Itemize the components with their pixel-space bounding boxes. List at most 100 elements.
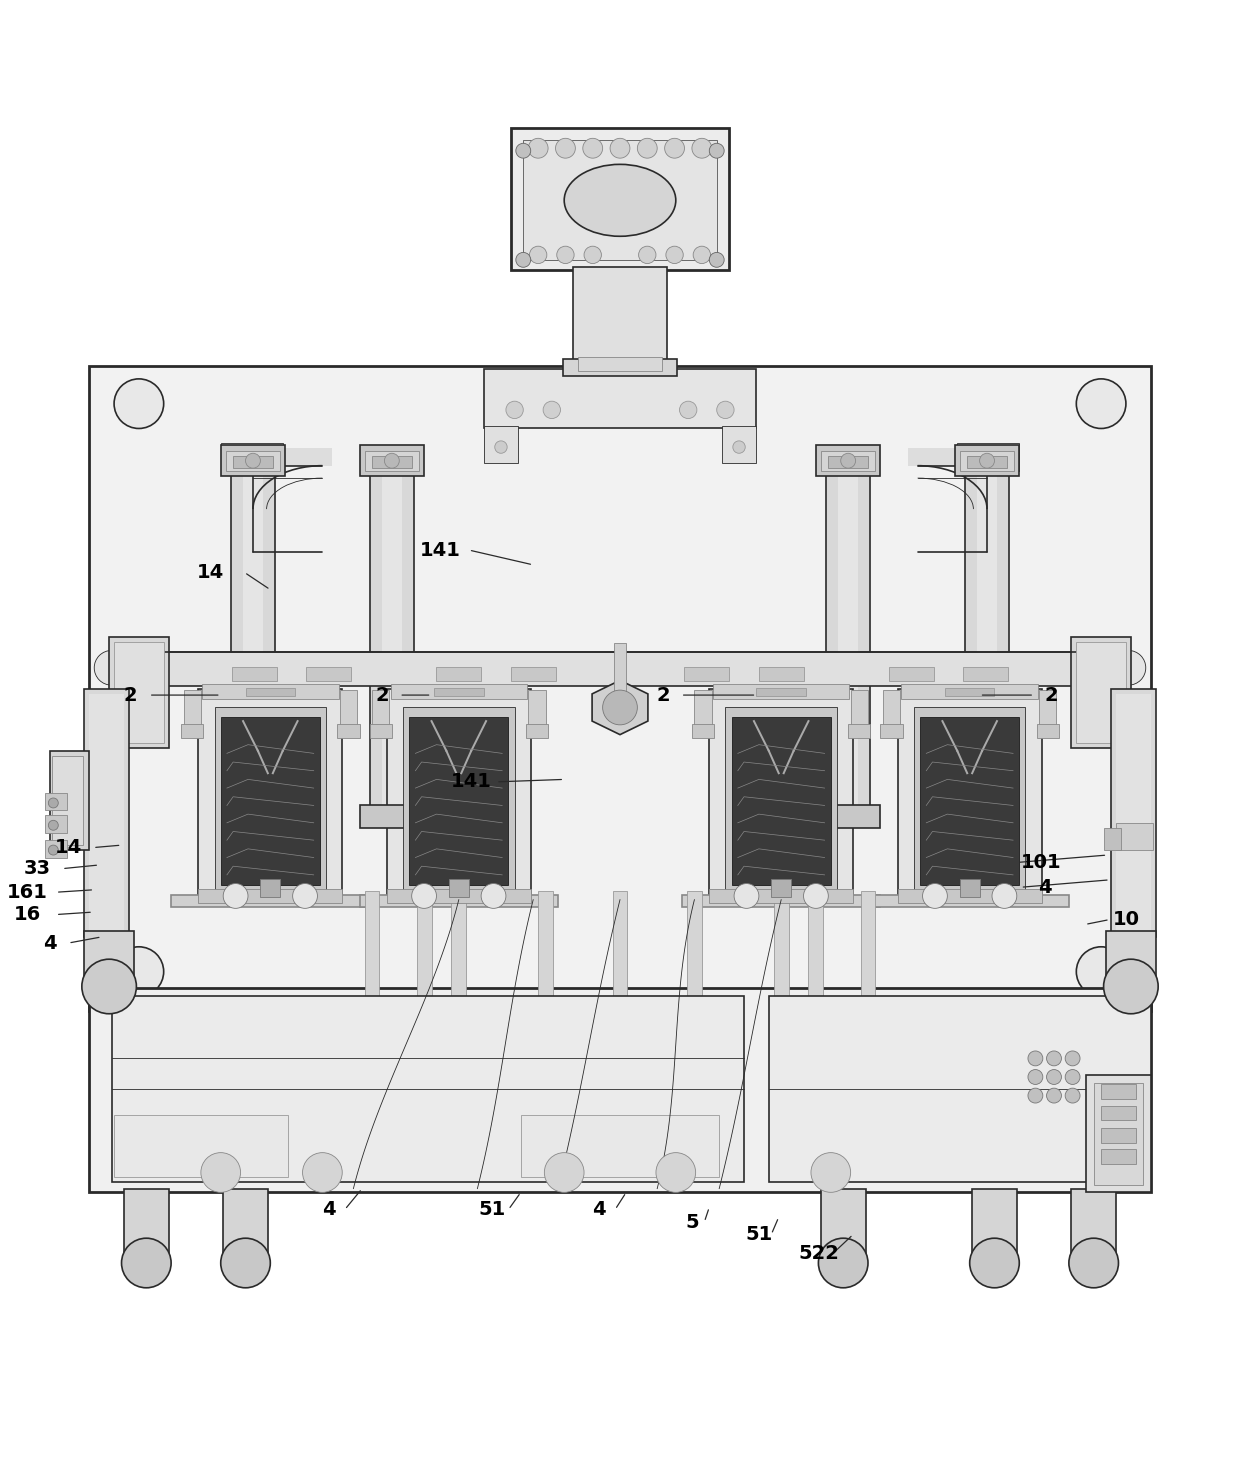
Bar	[967, 456, 1007, 468]
Circle shape	[48, 820, 58, 830]
Circle shape	[692, 138, 712, 158]
Bar	[1116, 693, 1151, 932]
Circle shape	[680, 402, 697, 418]
Bar	[181, 724, 203, 739]
Bar	[898, 689, 1042, 898]
Circle shape	[495, 442, 507, 453]
Bar	[89, 988, 1151, 1192]
Bar	[713, 684, 849, 699]
Bar	[232, 667, 277, 682]
Bar	[578, 356, 662, 371]
Bar	[725, 708, 837, 891]
Circle shape	[114, 946, 164, 997]
Circle shape	[516, 143, 531, 158]
Bar	[387, 689, 531, 898]
Text: 141: 141	[451, 773, 491, 792]
Bar	[1076, 642, 1126, 743]
Bar	[370, 464, 414, 823]
Bar	[231, 464, 275, 823]
Text: 16: 16	[14, 905, 41, 924]
Bar	[45, 815, 67, 833]
Circle shape	[82, 960, 136, 1014]
Bar	[914, 708, 1025, 891]
Circle shape	[1065, 1088, 1080, 1103]
Circle shape	[970, 1238, 1019, 1288]
Bar	[684, 667, 729, 682]
Bar	[114, 642, 164, 743]
Bar	[283, 449, 332, 465]
Bar	[828, 456, 868, 468]
Circle shape	[818, 1238, 868, 1288]
Bar	[1086, 1075, 1151, 1192]
Bar	[1104, 827, 1121, 851]
Bar	[960, 879, 980, 898]
Bar	[573, 268, 667, 364]
Circle shape	[48, 798, 58, 808]
Bar	[387, 889, 531, 904]
Bar	[45, 841, 67, 858]
Circle shape	[529, 246, 547, 263]
Circle shape	[481, 883, 506, 908]
Bar	[774, 891, 789, 1083]
Bar	[756, 687, 806, 696]
Bar	[243, 465, 263, 820]
Circle shape	[709, 252, 724, 268]
Bar	[759, 667, 804, 682]
Bar	[816, 445, 880, 475]
Bar	[202, 684, 339, 699]
Circle shape	[1028, 1088, 1043, 1103]
Bar	[221, 443, 283, 471]
Bar	[340, 690, 357, 730]
Bar	[1037, 724, 1059, 739]
Bar	[171, 895, 370, 907]
Bar	[511, 667, 556, 682]
Bar	[563, 359, 677, 377]
Circle shape	[1104, 960, 1158, 1014]
Bar	[89, 367, 1151, 1011]
Circle shape	[665, 138, 684, 158]
Text: 141: 141	[420, 540, 460, 559]
Bar	[365, 891, 379, 1083]
Circle shape	[733, 442, 745, 453]
Circle shape	[1047, 1070, 1061, 1085]
Circle shape	[506, 402, 523, 418]
Bar	[233, 456, 273, 468]
Bar	[1071, 637, 1131, 748]
Bar	[945, 687, 994, 696]
Bar	[365, 450, 419, 471]
Text: 161: 161	[7, 883, 47, 902]
Bar	[682, 895, 880, 907]
Bar	[436, 667, 481, 682]
Bar	[960, 450, 1014, 471]
Bar	[226, 450, 280, 471]
Text: 14: 14	[55, 838, 82, 857]
Circle shape	[656, 1153, 696, 1192]
Circle shape	[246, 453, 260, 468]
Circle shape	[221, 1238, 270, 1288]
Circle shape	[543, 402, 560, 418]
Bar	[808, 891, 823, 1083]
Bar	[709, 889, 853, 904]
Bar	[528, 690, 546, 730]
Text: 2: 2	[124, 686, 136, 705]
Polygon shape	[591, 680, 649, 735]
Bar	[521, 1116, 719, 1178]
Bar	[337, 724, 360, 739]
Circle shape	[293, 883, 317, 908]
Ellipse shape	[564, 165, 676, 237]
Bar	[221, 445, 285, 475]
Circle shape	[516, 252, 531, 268]
Bar	[538, 891, 553, 1083]
Circle shape	[1028, 1051, 1043, 1066]
Circle shape	[666, 246, 683, 263]
Bar	[50, 751, 89, 851]
Bar	[52, 755, 83, 845]
Bar	[164, 652, 1076, 686]
Bar	[972, 1188, 1017, 1263]
Bar	[360, 895, 558, 907]
Bar	[901, 684, 1038, 699]
Bar	[417, 891, 432, 1083]
Bar	[223, 1188, 268, 1263]
Bar	[403, 708, 515, 891]
Bar	[451, 891, 466, 1083]
